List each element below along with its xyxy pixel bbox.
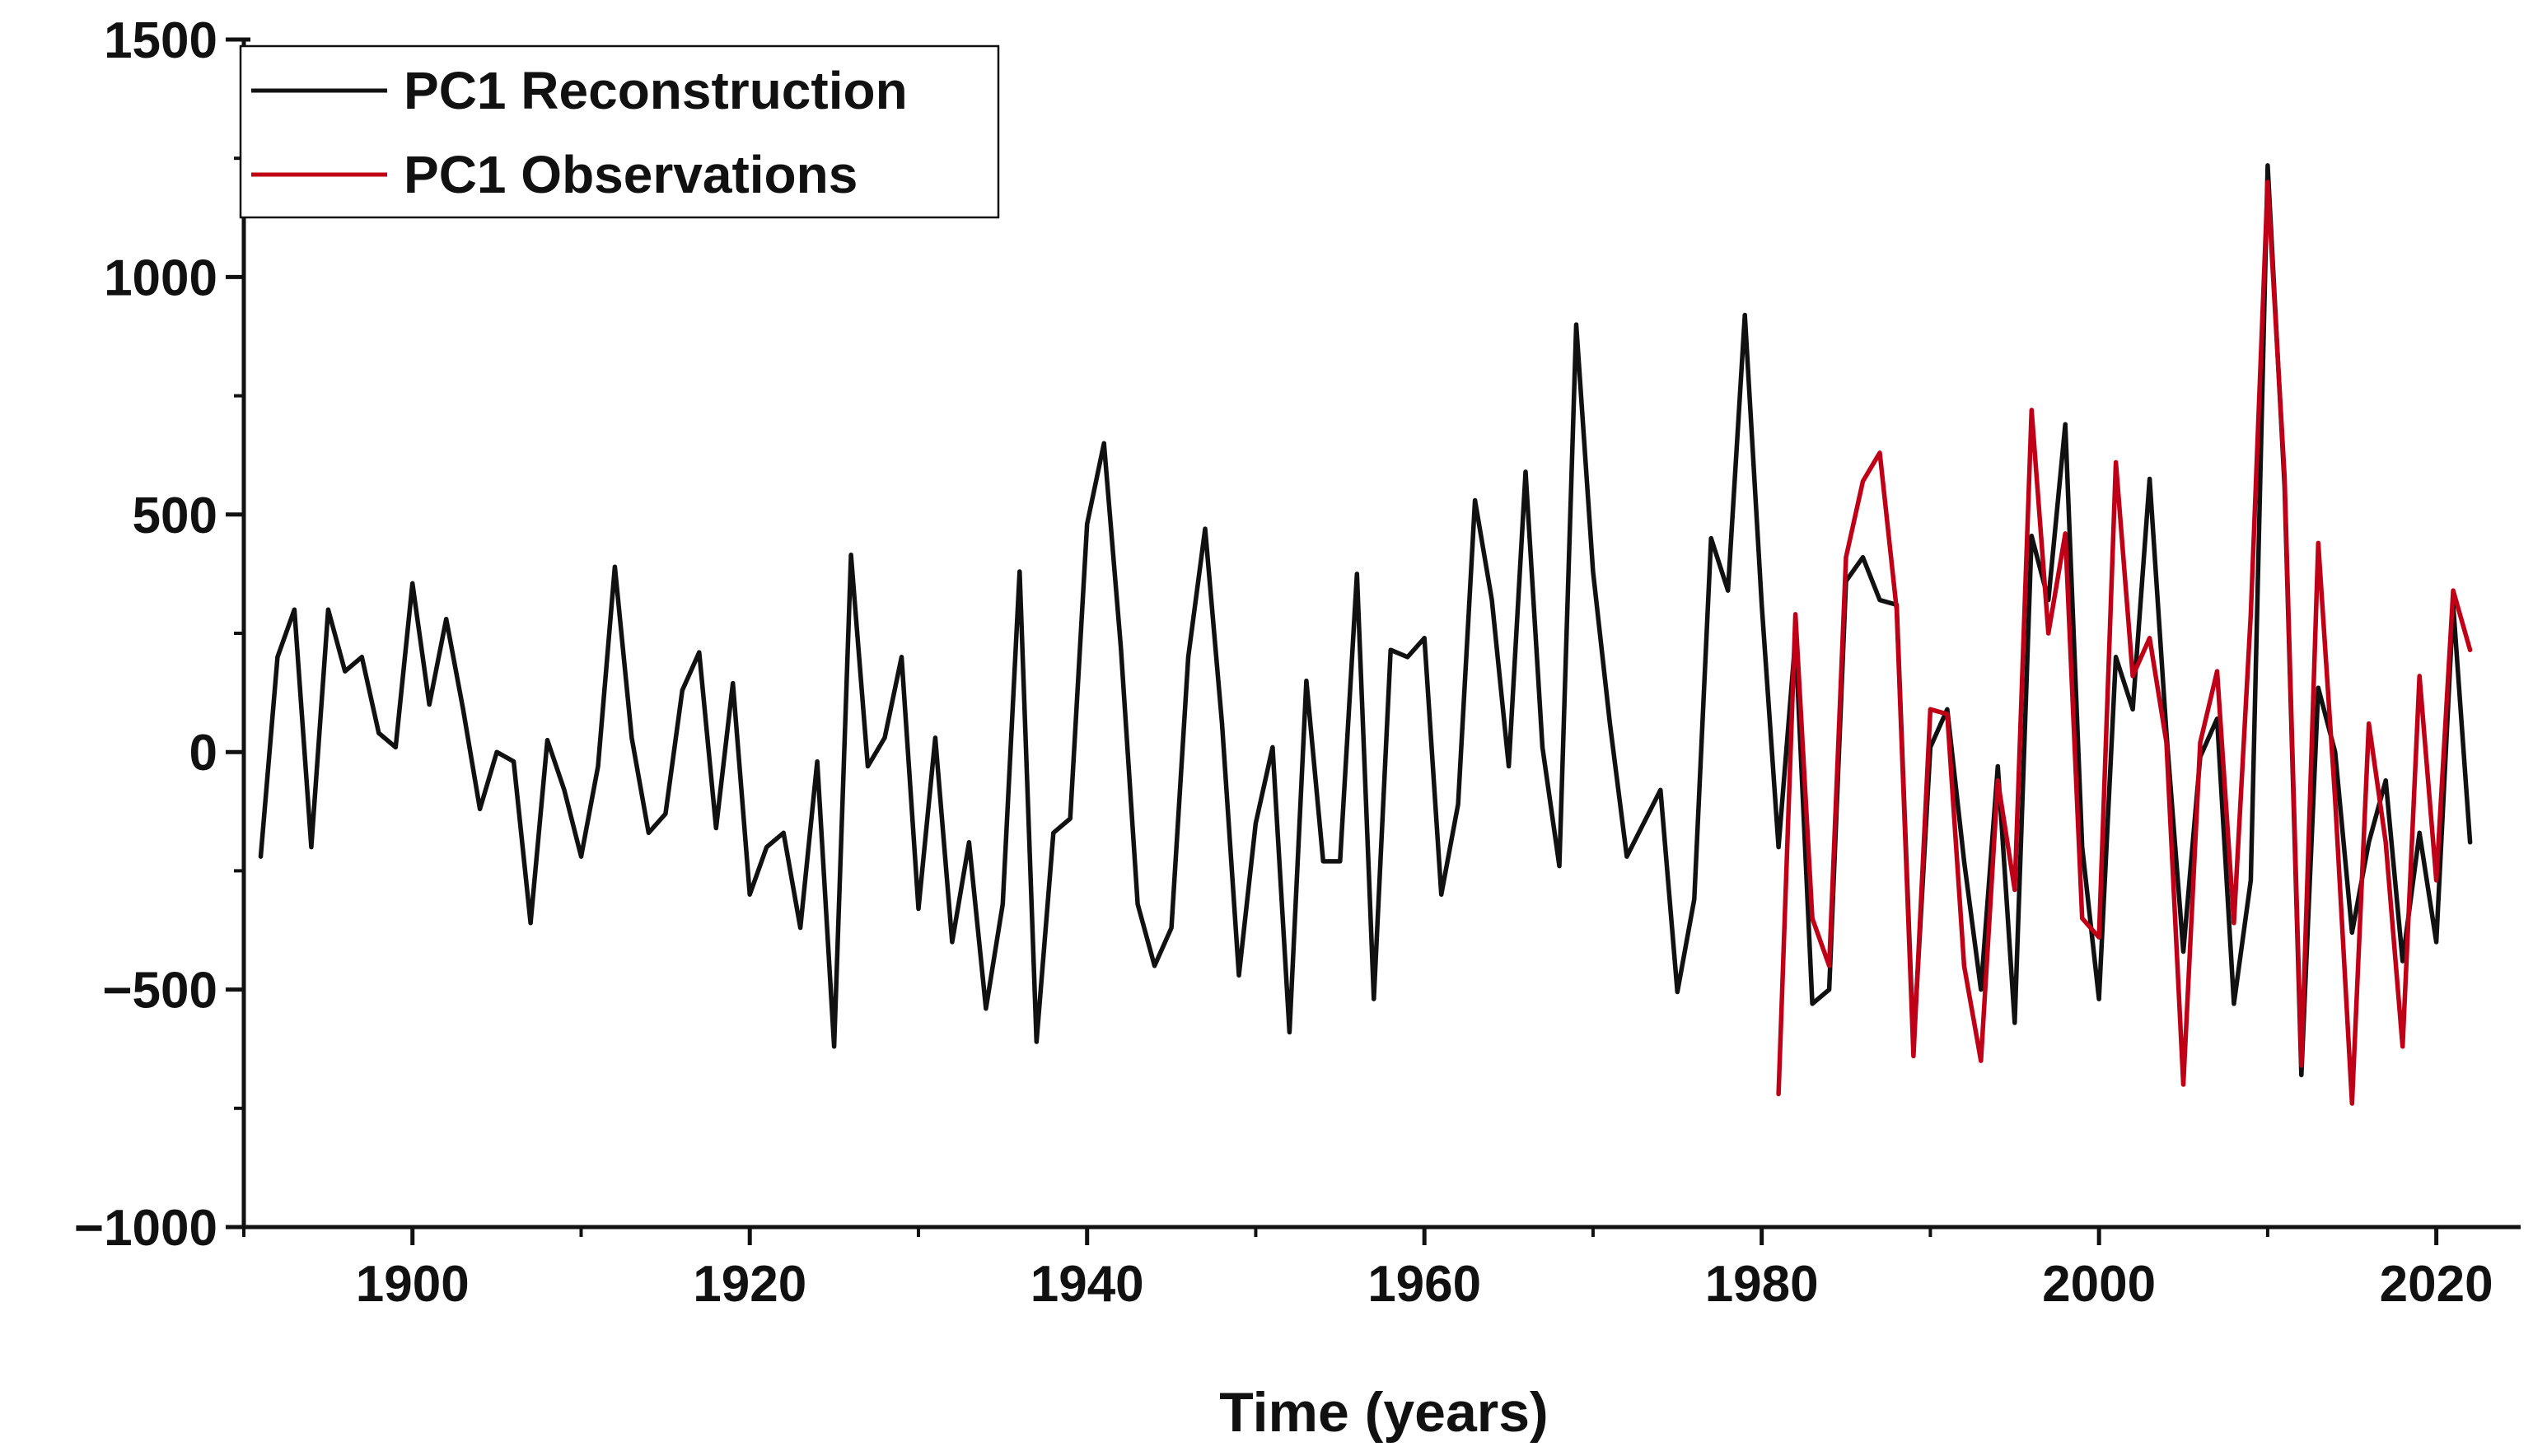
x-tick-label: 1960 xyxy=(1367,1256,1481,1313)
legend-box xyxy=(239,44,1000,219)
x-tick-label: 1940 xyxy=(1030,1256,1144,1313)
x-tick-label: 1900 xyxy=(356,1256,470,1313)
y-tick-label: 500 xyxy=(133,488,217,544)
x-axis-tick-labels: 1900 1920 1940 1960 1980 2000 2020 xyxy=(356,1256,2493,1313)
series-line-observations xyxy=(1776,180,2473,1106)
legend-label-observations: PC1 Observations xyxy=(404,145,858,204)
y-tick-label: 0 xyxy=(189,725,217,782)
y-tick-label: −500 xyxy=(102,963,217,1020)
y-tick-label: 1500 xyxy=(104,12,217,69)
y-axis-tick-labels: −1000 −500 0 500 1000 1500 xyxy=(74,12,217,1257)
series-lines xyxy=(258,163,2473,1106)
x-axis-tick-marks xyxy=(242,1227,2439,1245)
x-tick-label: 1980 xyxy=(1705,1256,1819,1313)
y-axis-tick-marks xyxy=(226,37,244,1230)
legend: PC1 Reconstruction PC1 Observations xyxy=(239,44,1000,219)
x-tick-label: 2000 xyxy=(2042,1256,2156,1313)
y-tick-label: 1000 xyxy=(104,250,217,306)
series-line-reconstruction xyxy=(258,163,2473,1078)
legend-label-reconstruction: PC1 Reconstruction xyxy=(404,61,908,120)
y-tick-label: −1000 xyxy=(74,1200,217,1257)
x-tick-label: 2020 xyxy=(2380,1256,2493,1313)
x-axis-title: Time (years) xyxy=(1219,1381,1548,1444)
x-tick-label: 1920 xyxy=(693,1256,806,1313)
